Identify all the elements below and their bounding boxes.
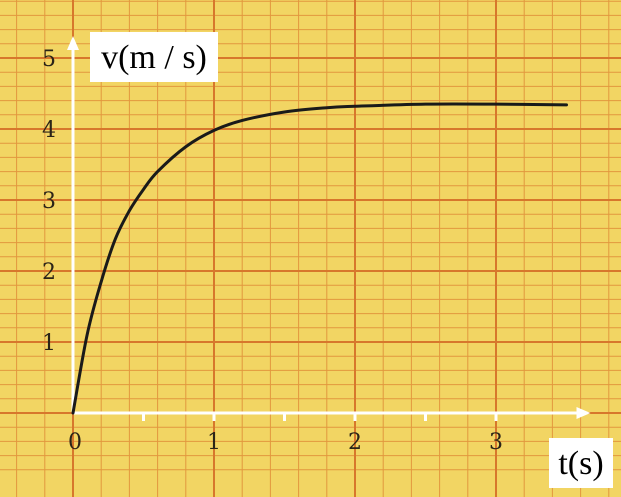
y-tick-label: 5 [42, 47, 56, 72]
x-axis-label-box [549, 438, 613, 488]
y-axis-label: v(m / s) [101, 39, 207, 76]
x-tick-label: 0 [68, 430, 82, 455]
x-tick-label: 3 [489, 430, 503, 455]
velocity-curve [71, 102, 568, 415]
x-axis-label: t(s) [558, 445, 603, 482]
y-tick-label: 1 [42, 331, 56, 356]
y-axis-label-box [90, 32, 218, 82]
x-tick-label: 1 [207, 430, 221, 455]
y-axis-arrow [67, 36, 79, 50]
x-tick-label: 2 [348, 430, 362, 455]
y-tick-label: 3 [42, 189, 56, 214]
x-axis-arrow [576, 407, 591, 419]
y-tick-label: 4 [42, 118, 56, 143]
y-tick-label: 2 [42, 260, 56, 285]
